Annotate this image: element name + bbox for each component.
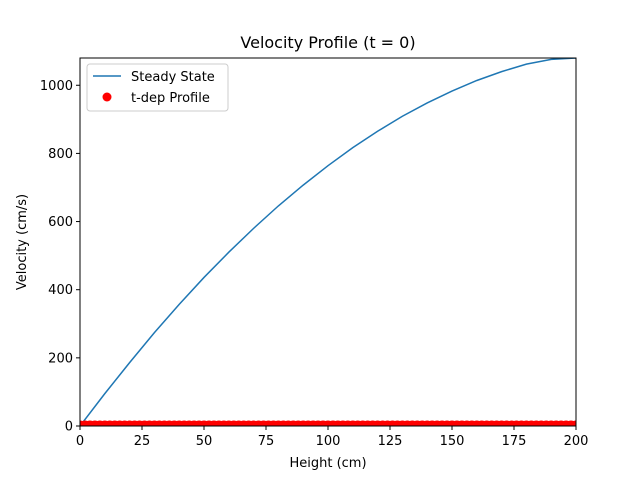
x-tick-label: 150	[440, 434, 465, 449]
y-axis-title: Velocity (cm/s)	[15, 194, 30, 290]
legend-marker-swatch	[102, 92, 112, 102]
x-tick-label: 125	[378, 434, 403, 449]
plot-layer	[80, 58, 576, 426]
axes-frame	[79, 57, 577, 427]
chart-title: Velocity Profile (t = 0)	[240, 33, 415, 52]
y-tick-label: 0	[65, 420, 73, 435]
x-tick-label: 0	[76, 434, 84, 449]
series-line-steady-state	[80, 58, 576, 426]
data-point-t-dep-profile	[570, 420, 576, 426]
x-tick-label: 200	[564, 434, 589, 449]
x-tick-label: 100	[316, 434, 341, 449]
x-tick-label: 75	[258, 434, 275, 449]
y-tick-label: 800	[48, 147, 73, 162]
x-tick-label: 175	[502, 434, 527, 449]
x-tick-label: 50	[196, 434, 213, 449]
legend-label-steady-state: Steady State	[131, 70, 215, 85]
legend: Steady State t-dep Profile	[86, 63, 229, 112]
y-tick-label: 200	[48, 351, 73, 366]
x-tick-label: 25	[134, 434, 151, 449]
legend-label-t-dep-profile: t-dep Profile	[131, 91, 210, 106]
y-tick-label: 1000	[40, 79, 73, 94]
y-tick-label: 400	[48, 283, 73, 298]
ticks-layer: 0 25 50 75 100 125 150 175 200 0 200 400 600 800 1000	[40, 79, 589, 449]
y-tick-label: 600	[48, 215, 73, 230]
legend-box	[86, 63, 229, 112]
x-axis-title: Height (cm)	[289, 456, 366, 471]
